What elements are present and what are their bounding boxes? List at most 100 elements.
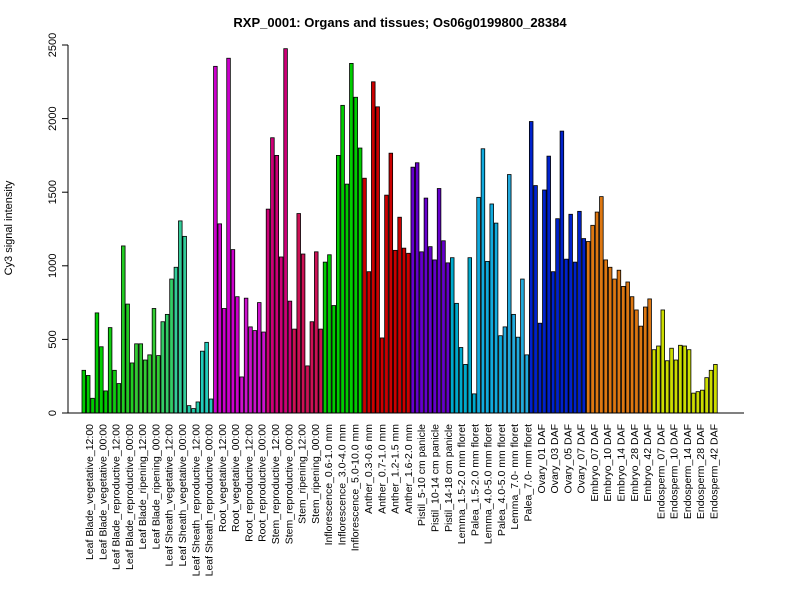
- x-tick-label: Endosperm_28 DAF: [695, 424, 707, 519]
- bar: [300, 253, 306, 414]
- bar: [344, 183, 350, 414]
- x-tick-label: Endosperm_10 DAF: [669, 424, 681, 519]
- bar: [586, 241, 591, 414]
- bar: [454, 302, 459, 414]
- bar: [607, 266, 613, 414]
- bar: [371, 81, 376, 414]
- bar: [564, 258, 569, 414]
- x-tick-label: Anther_0.3-0.6 mm: [363, 424, 375, 514]
- y-tick-label: 1500: [47, 180, 59, 204]
- x-tick-label: Palea_4.0-5.0 mm floret: [496, 424, 508, 536]
- bar: [182, 235, 187, 414]
- bar: [309, 321, 315, 414]
- bar: [160, 321, 165, 414]
- bar: [353, 96, 358, 414]
- bar: [99, 346, 104, 414]
- x-tick-label: Pistil_10-14 cm panicle: [429, 424, 441, 532]
- x-tick-label: Lemma_4.0-5.0 mm floret: [483, 424, 495, 544]
- bar: [393, 249, 398, 414]
- bar: [112, 369, 117, 414]
- bar: [384, 194, 389, 414]
- bar: [419, 251, 424, 414]
- x-tick-label: Leaf Blade_vegetative_00:00: [97, 424, 109, 560]
- bar: [191, 408, 196, 414]
- bar: [248, 326, 253, 414]
- y-tick-label: 2000: [47, 106, 59, 130]
- bar: [480, 148, 486, 414]
- bar: [357, 147, 363, 414]
- bar: [134, 343, 139, 414]
- x-tick-label: Ovary_07 DAF: [576, 424, 588, 493]
- bar: [138, 343, 144, 414]
- bar: [678, 344, 683, 414]
- bar: [200, 350, 205, 414]
- bar: [81, 369, 86, 414]
- bar: [621, 286, 626, 414]
- bar: [243, 297, 249, 414]
- bar: [423, 197, 429, 414]
- y-axis-label: Cy3 signal intensity: [3, 180, 15, 275]
- bar: [213, 65, 218, 414]
- bar: [568, 213, 573, 414]
- bar: [704, 377, 709, 414]
- y-tick-label: 1000: [47, 254, 59, 278]
- bar: [603, 259, 608, 414]
- bar: [673, 359, 679, 414]
- x-tick-label: Embryo_07 DAF: [589, 424, 601, 502]
- bar: [489, 203, 494, 414]
- bar: [577, 210, 582, 414]
- bar: [612, 278, 617, 414]
- x-tick-label: Stem_ripening_00:00: [310, 424, 322, 524]
- x-tick-label: Leaf Sheath_reproductive_00:00: [204, 424, 216, 577]
- bar: [169, 278, 174, 414]
- bar: [296, 213, 301, 414]
- bar: [322, 261, 328, 414]
- bar: [432, 259, 437, 414]
- bar: [647, 298, 652, 414]
- bar: [507, 174, 512, 414]
- bars-group: [81, 48, 718, 414]
- x-tick-label: Palea_1.5-2.0 mm floret: [469, 424, 481, 536]
- y-tick-label: 0: [47, 410, 59, 416]
- bar: [546, 155, 551, 414]
- y-tick-label: 2500: [47, 33, 59, 57]
- x-tick-label: Stem_ripening_12:00: [297, 424, 309, 524]
- x-tick-label: Lemma_1.5-2.0 mm floret: [456, 424, 468, 544]
- x-tick-label: Pistil_5-10 cm panicle: [416, 424, 428, 526]
- x-tick-label: Embryo_14 DAF: [615, 424, 627, 502]
- chart-title: RXP_0001: Organs and tissues; Os06g01998…: [233, 15, 567, 30]
- bar: [125, 303, 130, 414]
- bar: [660, 309, 665, 414]
- bar: [314, 251, 319, 414]
- bar: [502, 326, 508, 414]
- bar: [349, 63, 354, 414]
- bar: [524, 354, 530, 414]
- bar: [493, 222, 499, 414]
- bar: [217, 223, 222, 414]
- bar: [471, 393, 477, 414]
- bar: [318, 328, 323, 414]
- bar: [278, 256, 284, 414]
- x-tick-label: Leaf Sheath_reproductive_12:00: [190, 424, 202, 577]
- x-tick-label: Embryo_10 DAF: [602, 424, 614, 502]
- bar: [634, 309, 639, 414]
- x-tick-label: Pistil_14-18 cm panicle: [443, 424, 455, 532]
- bar: [388, 152, 394, 414]
- bar: [485, 260, 490, 414]
- bar: [682, 345, 687, 414]
- x-tick-label: Anther_0.7-1.0 mm: [376, 424, 388, 514]
- bar: [94, 312, 100, 414]
- bar: [265, 208, 271, 414]
- bar: [643, 306, 648, 414]
- bar: [178, 220, 183, 414]
- bar: [691, 392, 696, 414]
- bar: [458, 347, 464, 414]
- x-tick-label: Ovary_01 DAF: [536, 424, 548, 493]
- bar: [283, 48, 288, 414]
- bar: [221, 308, 227, 414]
- bar: [638, 325, 644, 414]
- bar: [252, 330, 258, 414]
- bar: [656, 345, 661, 414]
- bar: [520, 278, 525, 414]
- bar: [590, 224, 595, 414]
